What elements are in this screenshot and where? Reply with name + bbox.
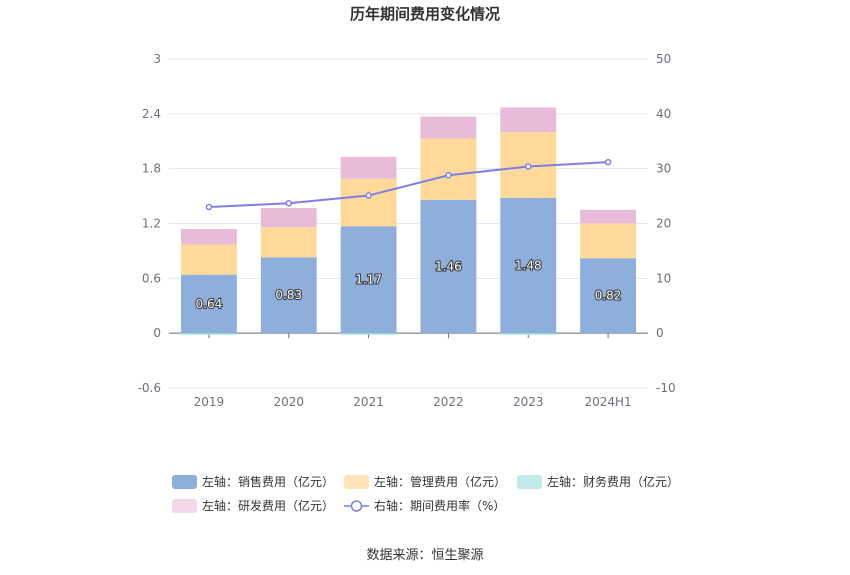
chart-title: 历年期间费用变化情况 — [350, 5, 500, 23]
y-right-tick-label: 10 — [656, 271, 671, 285]
bar-segment — [580, 223, 637, 259]
bar-segment — [420, 138, 477, 200]
y-left-tick-label: 0 — [153, 326, 161, 340]
bar-segment — [180, 244, 237, 275]
bar-segment — [180, 274, 237, 334]
legend-label: 右轴：期间费用率（%） — [374, 498, 505, 513]
y-left-tick-label: 2.4 — [142, 107, 161, 121]
y-right-tick-label: 30 — [656, 162, 671, 176]
y-right-tick-label: 0 — [656, 326, 664, 340]
bar-segment — [580, 258, 637, 334]
rate-line-point — [285, 199, 292, 207]
bar-segment — [500, 197, 557, 334]
bar-segment — [340, 156, 397, 179]
bar-segment — [260, 207, 317, 228]
bar-value-label: 0.83 — [275, 288, 302, 302]
y-right-tick-label: 20 — [656, 217, 671, 231]
x-tick-label: 2020 — [273, 395, 304, 409]
bars — [180, 107, 637, 335]
bar-value-label: 0.64 — [196, 297, 223, 311]
bar-segment — [180, 228, 237, 245]
legend-label: 左轴：研发费用（亿元） — [202, 498, 334, 513]
bar-segment — [420, 116, 477, 139]
x-tick-label: 2023 — [513, 395, 544, 409]
rate-line-point — [205, 203, 213, 211]
bar-segment — [340, 226, 397, 334]
grid — [169, 58, 648, 389]
legend-swatch — [344, 475, 369, 489]
rate-line-path — [208, 161, 609, 209]
x-tick-label: 2021 — [353, 395, 384, 409]
rate-line-point — [525, 163, 532, 170]
source-note: 数据来源：恒生聚源 — [366, 548, 483, 563]
y-left-tick-label: 3 — [153, 52, 161, 66]
rate-line-point — [604, 158, 612, 166]
y-right-tick-label: 40 — [656, 107, 671, 121]
x-tick-label: 2022 — [433, 395, 464, 409]
rate-line-point — [445, 171, 452, 179]
legend-swatch — [172, 499, 197, 513]
y-right-tick-label: 50 — [656, 52, 671, 66]
y-left-tick-label: -0.6 — [138, 381, 161, 395]
bar-value-label: 1.48 — [515, 259, 542, 273]
legend-label: 左轴：销售费用（亿元） — [202, 474, 334, 489]
x-tick-label: 2019 — [194, 395, 225, 409]
y-left-tick-label: 1.2 — [142, 217, 161, 231]
bar-segment — [340, 178, 397, 227]
bar-labels: 0.64 0.83 1.17 1.46 1.48 0.82 — [195, 258, 623, 312]
bar-value-label: 1.17 — [355, 273, 382, 287]
legend-marker-icon — [350, 500, 363, 512]
bar-value-label: 0.82 — [595, 289, 622, 303]
bar-segment — [340, 333, 397, 335]
y-left-tick-label: 0.6 — [142, 271, 161, 285]
rate-line-point — [365, 192, 372, 199]
y-left-tick-label: 1.8 — [142, 162, 161, 176]
legend-label: 左轴：财务费用（亿元） — [547, 474, 679, 489]
legend-label: 左轴：管理费用（亿元） — [374, 474, 506, 489]
bar-segment — [580, 209, 637, 224]
axis-ticks: 3 50 2.4 40 1.8 30 1.2 20 0.6 10 0 0 -0.6 -10 2019 2020… — [138, 52, 676, 409]
legend-swatch — [517, 475, 542, 489]
bar-segment — [500, 333, 557, 335]
bar-segment — [500, 107, 557, 133]
bar-segment — [180, 333, 237, 335]
x-tick-label: 2024H1 — [584, 395, 631, 409]
legend: 左轴：销售费用（亿元） 左轴：管理费用（亿元） 左轴：财务费用（亿元） 左轴：研发费用… — [172, 474, 679, 513]
legend-swatch — [172, 475, 197, 489]
bar-segment — [260, 257, 317, 334]
bar-value-label: 1.46 — [435, 259, 462, 273]
y-right-tick-label: -10 — [656, 381, 676, 395]
bar-segment — [260, 227, 317, 258]
rate-line — [205, 158, 612, 211]
bar-segment — [420, 199, 477, 334]
